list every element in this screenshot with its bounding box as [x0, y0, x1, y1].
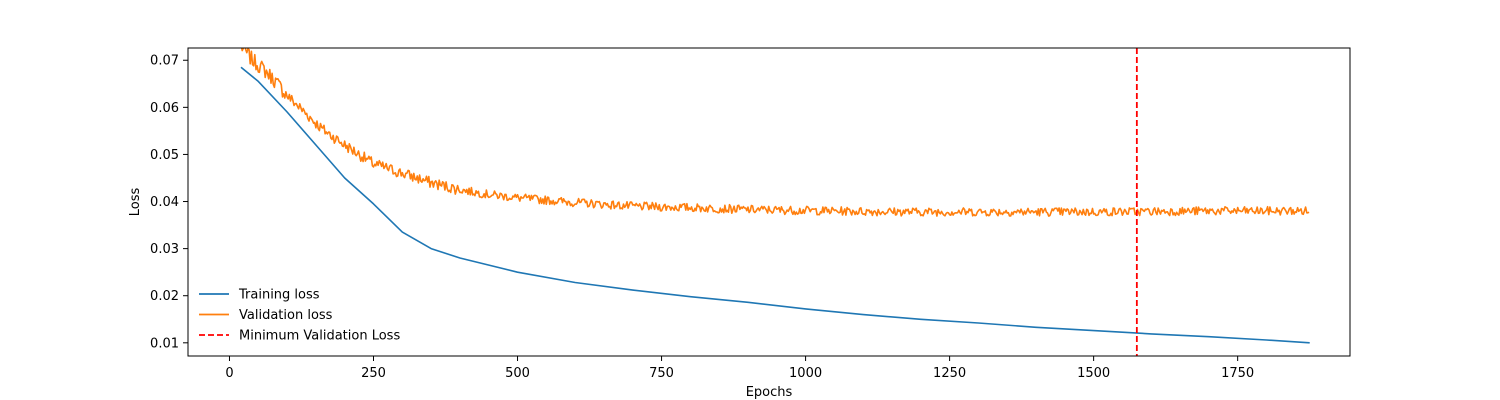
- y-tick-label: 0.01: [150, 336, 179, 351]
- series-line-validation-loss: [240, 48, 1310, 217]
- y-tick-label: 0.03: [150, 242, 179, 257]
- x-tick-label: 1000: [789, 366, 822, 381]
- y-tick-label: 0.02: [150, 289, 179, 304]
- x-axis: 0 250 500 750 1000 1250 1500 1750: [225, 356, 1254, 381]
- x-axis-label: Epochs: [746, 385, 793, 400]
- legend-label: Validation loss: [239, 308, 333, 323]
- x-tick-label: 1750: [1221, 366, 1254, 381]
- x-tick-label: 750: [649, 366, 674, 381]
- legend-label: Training loss: [238, 288, 320, 303]
- x-tick-label: 500: [505, 366, 530, 381]
- y-axis-label: Loss: [128, 188, 143, 217]
- plot-frame: [187, 47, 1351, 357]
- y-tick-label: 0.07: [150, 54, 179, 69]
- y-tick-label: 0.06: [150, 101, 179, 116]
- x-tick-label: 1250: [933, 366, 966, 381]
- y-tick-label: 0.04: [150, 195, 179, 210]
- y-tick-label: 0.05: [150, 148, 179, 163]
- x-tick-label: 1500: [1077, 366, 1110, 381]
- legend: Training loss Validation loss Minimum Vali…: [199, 288, 400, 344]
- legend-label: Minimum Validation Loss: [239, 329, 400, 344]
- y-axis: 0.01 0.02 0.03 0.04 0.05 0.06 0.07: [150, 54, 188, 351]
- plot-area: [240, 48, 1310, 356]
- x-tick-label: 250: [361, 366, 386, 381]
- x-tick-label: 0: [225, 366, 233, 381]
- series-line-training-loss: [240, 66, 1310, 344]
